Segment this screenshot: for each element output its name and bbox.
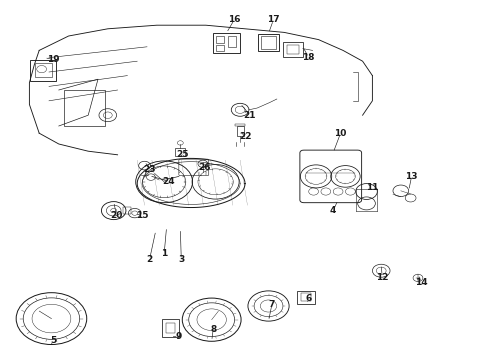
Text: 7: 7 (269, 300, 275, 309)
Text: 18: 18 (302, 53, 315, 62)
Text: 24: 24 (163, 177, 175, 186)
Text: 19: 19 (47, 55, 59, 64)
Bar (30, 60, 56, 81)
Text: 1: 1 (161, 249, 167, 258)
Bar (213, 33, 240, 53)
Bar (261, 36, 276, 49)
Bar (301, 293, 311, 301)
Text: 14: 14 (415, 278, 428, 287)
Text: 16: 16 (228, 15, 241, 24)
Text: 21: 21 (244, 111, 256, 120)
Bar (175, 148, 185, 156)
Text: 20: 20 (110, 211, 123, 220)
Text: 2: 2 (147, 256, 152, 264)
Bar (123, 207, 131, 214)
Text: 9: 9 (175, 332, 182, 341)
Bar (64, 90, 105, 126)
Text: 26: 26 (198, 163, 211, 172)
Text: 6: 6 (306, 294, 312, 303)
Bar (162, 319, 179, 337)
Text: 12: 12 (376, 273, 389, 282)
Text: 3: 3 (178, 256, 184, 264)
Text: 4: 4 (330, 206, 337, 215)
Text: 23: 23 (143, 165, 156, 174)
Bar (228, 36, 236, 47)
Bar (216, 45, 224, 51)
Text: 13: 13 (405, 172, 418, 181)
Bar (235, 124, 245, 126)
Text: 17: 17 (267, 15, 280, 24)
Text: 25: 25 (176, 150, 189, 159)
Bar (283, 42, 303, 57)
Text: 10: 10 (334, 129, 347, 138)
Bar (297, 291, 315, 304)
Bar (216, 36, 224, 43)
Text: 5: 5 (50, 336, 56, 345)
Bar (258, 34, 279, 51)
Text: 8: 8 (210, 325, 216, 334)
Text: 11: 11 (366, 183, 379, 192)
Text: 22: 22 (239, 132, 251, 141)
Bar (287, 45, 299, 54)
Text: 15: 15 (136, 211, 148, 220)
Bar (166, 323, 175, 333)
Bar (237, 126, 244, 136)
Bar (35, 63, 52, 77)
